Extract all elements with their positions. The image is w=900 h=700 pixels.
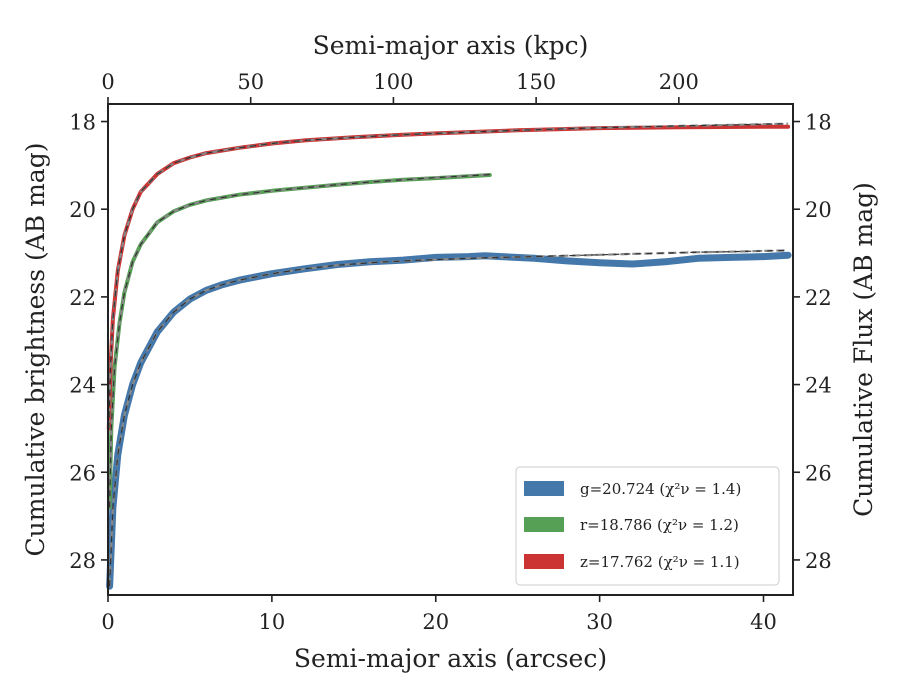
x-tick-label: 0 xyxy=(101,610,114,634)
x2-tick-label: 200 xyxy=(659,70,699,94)
plot-frame xyxy=(107,103,794,596)
y2-tick-label: 22 xyxy=(805,286,832,310)
x2-tick-label: 50 xyxy=(237,70,264,94)
y2-axis-label: Cumulative Flux (AB mag) xyxy=(849,182,878,517)
legend-frame xyxy=(515,466,780,586)
model-curve-outer-z xyxy=(107,122,789,429)
plot-layer xyxy=(106,122,792,590)
y-tick-label: 20 xyxy=(69,198,96,222)
legend-swatch-g xyxy=(524,481,564,496)
y-tick-label: 28 xyxy=(69,549,96,573)
x2-tick-label: 150 xyxy=(516,70,556,94)
x-axis-label: Semi-major axis (arcsec) xyxy=(294,644,607,673)
y2-tick-label: 20 xyxy=(805,198,832,222)
legend-swatch-r xyxy=(524,517,564,532)
x-tick-label: 10 xyxy=(259,610,286,634)
y2-tick-label: 26 xyxy=(805,461,832,485)
model-curve-outer-g xyxy=(108,249,789,587)
y-tick-label: 18 xyxy=(69,111,96,135)
x-tick-label: 30 xyxy=(586,610,613,634)
legend-label-r: r=18.786 (χ²ν = 1.2) xyxy=(580,516,739,534)
x-tick-label: 20 xyxy=(422,610,449,634)
x2-tick-label: 100 xyxy=(373,70,413,94)
y-tick-label: 24 xyxy=(69,374,96,398)
series-line-r xyxy=(107,173,492,510)
x2-axis-label: Semi-major axis (kpc) xyxy=(313,31,589,60)
legend-swatch-z xyxy=(524,554,564,569)
y-tick-label: 26 xyxy=(69,461,96,485)
legend: g=20.724 (χ²ν = 1.4) r=18.786 (χ²ν = 1.2… xyxy=(515,466,780,586)
y2-tick-label: 28 xyxy=(805,549,832,573)
model-curve-outer-r xyxy=(108,173,490,508)
legend-label-z: z=17.762 (χ²ν = 1.1) xyxy=(580,553,740,571)
x2-tick-label: 0 xyxy=(101,70,114,94)
model-curve-inner-z xyxy=(108,123,789,429)
model-curve-inner-r xyxy=(109,174,490,508)
axes-layer: 0 10 20 30 40 0 50 100 150 200 18 18 20 20 22 22 24 24 26 2… xyxy=(21,31,878,673)
series-line-z xyxy=(106,124,791,431)
y-axis-label: Cumulative brightness (AB mag) xyxy=(21,143,50,557)
x-tick-label: 40 xyxy=(750,610,777,634)
legend-label-g: g=20.724 (χ²ν = 1.4) xyxy=(580,480,741,498)
y2-tick-label: 24 xyxy=(805,374,832,398)
y-tick-label: 22 xyxy=(69,286,96,310)
y2-tick-label: 18 xyxy=(805,111,832,135)
